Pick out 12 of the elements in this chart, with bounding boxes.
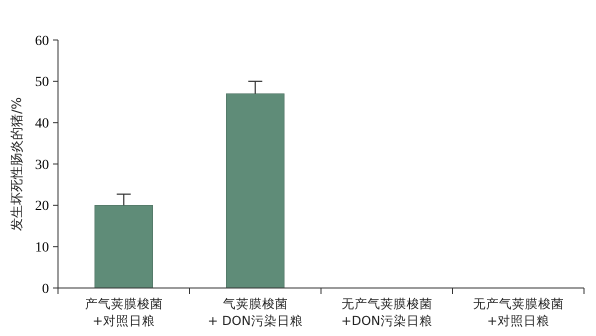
- y-axis-title: 发生坏死性肠炎的猪/%: [10, 97, 25, 231]
- x-tick-label: 无产气荚膜梭菌 +DON污染日粮: [341, 296, 432, 328]
- y-tick-label: 20: [35, 199, 49, 214]
- y-tick-label: 0: [42, 282, 49, 297]
- x-tick-label: 无产气荚膜梭菌 +对照日粮: [472, 296, 564, 328]
- x-tick-label: 产气荚膜梭菌 +对照日粮: [84, 296, 163, 328]
- x-tick-label: 气荚膜梭菌 + DON污染日粮: [208, 296, 303, 328]
- y-tick-label: 30: [35, 158, 49, 173]
- y-tick-label: 60: [35, 34, 49, 49]
- y-tick-label: 10: [35, 240, 49, 256]
- y-tick-label: 40: [35, 116, 49, 132]
- y-tick-label: 50: [35, 75, 49, 90]
